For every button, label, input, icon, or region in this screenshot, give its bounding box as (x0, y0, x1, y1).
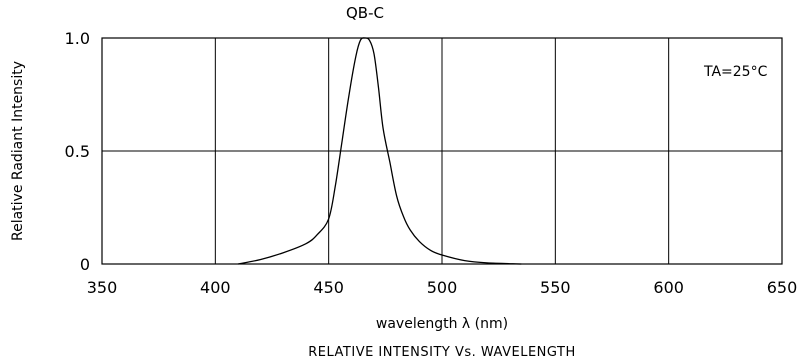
y-tick-label: 1.0 (65, 29, 90, 48)
x-tick-label: 450 (313, 278, 344, 297)
x-tick-label: 600 (653, 278, 684, 297)
y-tick-label: 0 (80, 255, 90, 274)
y-tick-label: 0.5 (65, 142, 90, 161)
y-axis-label: Relative Radiant Intensity (10, 61, 26, 241)
x-axis-label: wavelength λ (nm) (376, 316, 508, 332)
x-axis-ticks: 350 400 450 500 550 600 650 (87, 278, 798, 297)
chart-title: QB-C (346, 4, 384, 22)
x-tick-label: 650 (767, 278, 798, 297)
chart-caption: RELATIVE INTENSITY Vs. WAVELENGTH (308, 345, 575, 360)
plot-frame (101, 37, 783, 265)
x-tick-label: 550 (540, 278, 571, 297)
intensity-curve-line (237, 37, 522, 265)
x-tick-label: 500 (427, 278, 458, 297)
x-tick-label: 400 (200, 278, 231, 297)
temperature-annotation: TA=25°C (703, 64, 768, 80)
x-tick-label: 350 (87, 278, 118, 297)
y-axis-ticks: 0 0.5 1.0 (65, 29, 90, 274)
grid (102, 38, 782, 264)
